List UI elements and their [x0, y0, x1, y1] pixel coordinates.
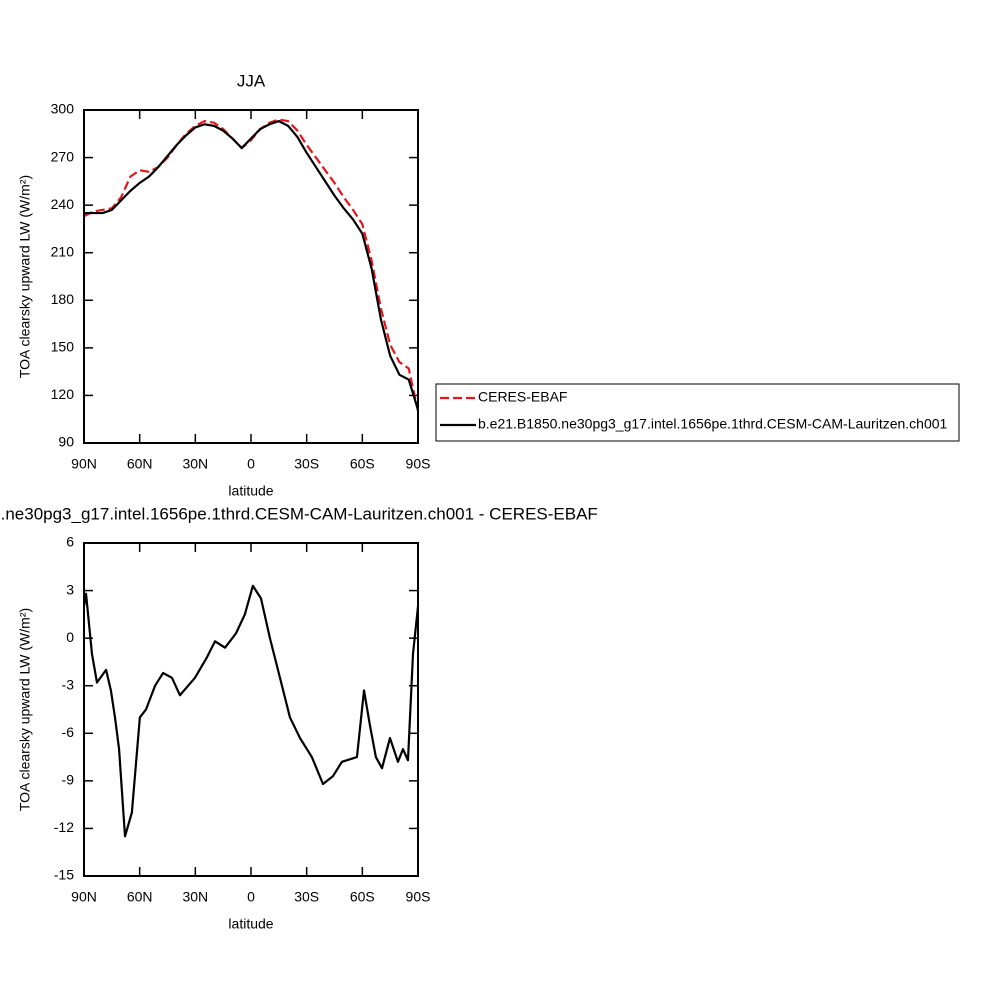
y-tick-label: 3: [66, 581, 74, 597]
x-tick-label: 30S: [294, 456, 319, 472]
x-tick-label: 0: [247, 456, 255, 472]
x-tick-label: 30S: [294, 889, 319, 905]
legend-label: b.e21.B1850.ne30pg3_g17.intel.1656pe.1th…: [478, 416, 948, 432]
plot-frame: [83, 542, 419, 877]
x-tick-label: 60N: [127, 889, 153, 905]
y-tick-label: 0: [66, 629, 74, 645]
legend-box: [435, 383, 960, 442]
legend: CERES-EBAF b.e21.B1850.ne30pg3_g17.intel.…: [435, 383, 960, 442]
y-tick-label: 180: [51, 291, 75, 307]
data-line: [84, 120, 420, 411]
x-tick-label: 0: [247, 889, 255, 905]
chart-title: b.e21.B1850.ne30pg3_g17.intel.1656pe.1th…: [0, 504, 598, 523]
y-tick-label: -6: [62, 724, 75, 740]
x-tick-label: 60N: [127, 456, 153, 472]
data-line: [82, 584, 420, 838]
y-tick-label: 210: [51, 243, 75, 259]
y-tick-label: 300: [51, 101, 75, 117]
legend-label: CERES-EBAF: [478, 389, 567, 405]
x-tick-label: 90N: [71, 456, 97, 472]
y-tick-label: -15: [54, 867, 74, 883]
x-axis-label: latitude: [228, 916, 273, 932]
plot-frame: [83, 109, 419, 444]
x-tick-label: 30N: [182, 456, 208, 472]
y-tick-label: 240: [51, 196, 75, 212]
chart-title: JJA: [237, 71, 266, 90]
y-tick-label: 90: [58, 434, 74, 450]
x-tick-label: 90S: [406, 456, 431, 472]
data-line: [83, 118, 420, 412]
y-tick-label: 120: [51, 386, 75, 402]
y-tick-label: 270: [51, 148, 75, 164]
y-tick-label: 6: [66, 534, 74, 550]
y-tick-label: 150: [51, 339, 75, 355]
y-tick-label: -12: [54, 819, 74, 835]
x-axis-label: latitude: [228, 483, 273, 499]
x-tick-label: 90S: [406, 889, 431, 905]
x-tick-label: 60S: [350, 456, 375, 472]
x-tick-label: 30N: [182, 889, 208, 905]
y-axis-label: TOA clearsky upward LW (W/m²): [17, 608, 33, 811]
y-tick-label: -9: [62, 772, 75, 788]
y-axis-label: TOA clearsky upward LW (W/m²): [17, 175, 33, 378]
x-tick-label: 90N: [71, 889, 97, 905]
x-tick-label: 60S: [350, 889, 375, 905]
y-tick-label: -3: [62, 676, 75, 692]
